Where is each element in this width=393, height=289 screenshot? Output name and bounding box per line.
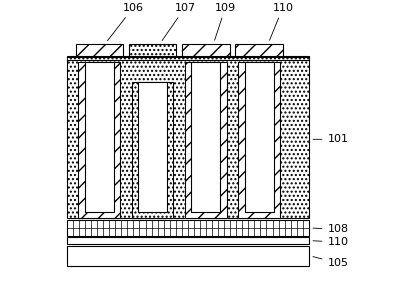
- Bar: [129, 44, 176, 56]
- Bar: [67, 237, 309, 244]
- Bar: [132, 82, 173, 218]
- Bar: [79, 62, 120, 218]
- Bar: [185, 62, 227, 218]
- Bar: [67, 220, 309, 236]
- Bar: [67, 56, 309, 218]
- Text: 108: 108: [313, 224, 349, 234]
- Bar: [138, 82, 167, 212]
- Bar: [235, 44, 283, 56]
- Text: 110: 110: [270, 3, 293, 40]
- Bar: [85, 62, 114, 212]
- Bar: [67, 57, 309, 60]
- Bar: [67, 246, 309, 266]
- Text: 109: 109: [215, 3, 236, 40]
- Text: 110: 110: [313, 237, 349, 247]
- Text: 105: 105: [313, 257, 349, 268]
- Bar: [238, 62, 280, 218]
- Text: 106: 106: [108, 3, 144, 41]
- Bar: [244, 62, 274, 212]
- Bar: [191, 62, 220, 212]
- Bar: [182, 44, 230, 56]
- Bar: [75, 44, 123, 56]
- Text: 107: 107: [162, 3, 196, 40]
- Text: 101: 101: [313, 134, 349, 144]
